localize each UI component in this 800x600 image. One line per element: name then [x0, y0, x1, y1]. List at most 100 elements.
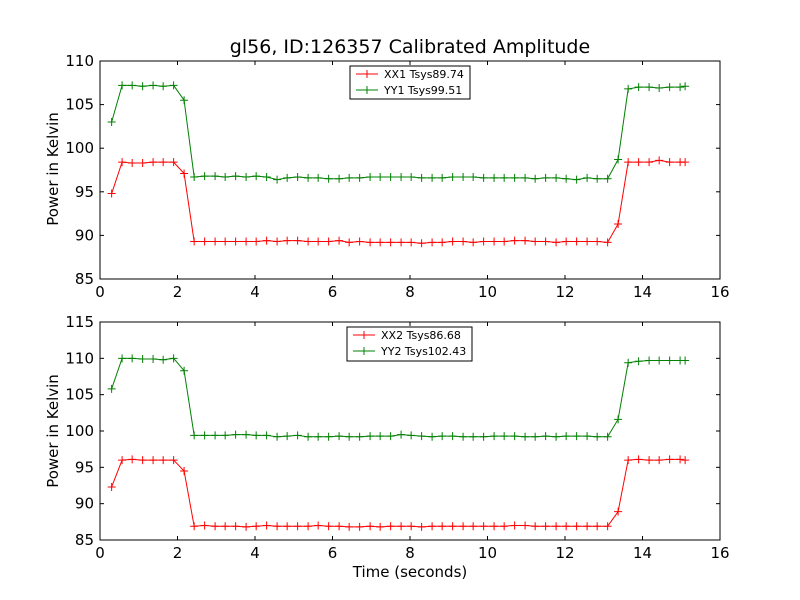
- top-series-1-point: [510, 173, 519, 182]
- top-series-0-point: [397, 238, 406, 247]
- bottom-series-1-point: [200, 431, 209, 440]
- bottom-series-1-point: [407, 431, 416, 440]
- bottom-legend-box: [346, 326, 473, 362]
- bottom-series-1-point: [138, 355, 147, 364]
- top-series-0-point: [521, 236, 530, 245]
- top-series-1-point: [304, 173, 313, 182]
- bottom-series-0-point: [324, 522, 333, 531]
- top-series-0-point: [469, 238, 478, 247]
- top-series-1-point: [614, 155, 623, 164]
- bottom-y-tick-label: 110: [65, 349, 94, 367]
- bottom-series-1-point: [428, 432, 437, 441]
- bottom-series-1-point: [583, 432, 592, 441]
- top-series-0-point: [645, 158, 654, 167]
- top-series-1-point: [128, 81, 137, 90]
- top-series-1-point: [335, 174, 344, 183]
- bottom-series-0-point: [335, 522, 344, 531]
- top-legend-label-1: YY1 Tsys99.51: [383, 84, 462, 97]
- bottom-series-1-point: [283, 432, 292, 441]
- top-series-1-point: [190, 172, 199, 181]
- bottom-series-1-point: [355, 432, 364, 441]
- bottom-series-1-point: [273, 432, 282, 441]
- top-series-0-point: [107, 189, 116, 198]
- top-series-0-point: [262, 236, 271, 245]
- top-series-0-point: [118, 158, 127, 167]
- top-series-0-point: [479, 237, 488, 246]
- bottom-series-0-point: [376, 522, 385, 531]
- bottom-series-0-point: [273, 522, 282, 531]
- bottom-series-0-point: [149, 456, 158, 465]
- top-x-tick-label: 12: [555, 283, 574, 301]
- bottom-series-1-point: [231, 430, 240, 439]
- bottom-series-1-point: [531, 432, 540, 441]
- bottom-series-0-point: [190, 522, 199, 531]
- top-series-0-point: [345, 238, 354, 247]
- top-series-0-point: [283, 236, 292, 245]
- top-series-0-point: [552, 238, 561, 247]
- bottom-series-0-point: [624, 456, 633, 465]
- top-series-0-point: [366, 238, 375, 247]
- top-series-1-point: [676, 83, 685, 92]
- top-chart-panel: gl56, ID:126357 Calibrated Amplitude Pow…: [44, 36, 730, 301]
- bottom-series-1-point: [521, 432, 530, 441]
- bottom-series-0-point: [366, 522, 375, 531]
- top-series-1-point: [407, 172, 416, 181]
- bottom-x-tick-label: 0: [95, 544, 105, 562]
- bottom-x-tick-label: 2: [173, 544, 183, 562]
- bottom-series-0-point: [572, 522, 581, 531]
- bottom-series-0-point: [521, 521, 530, 530]
- top-series-1-point: [293, 172, 302, 181]
- bottom-series-0-point: [655, 456, 664, 465]
- bottom-series-0-point: [128, 455, 137, 464]
- bottom-series-1-point: [500, 432, 509, 441]
- top-series-1-point: [262, 172, 271, 181]
- bottom-series-1-point: [211, 431, 220, 440]
- top-series-1-point: [572, 175, 581, 184]
- top-y-tick-label: 105: [65, 96, 94, 114]
- bottom-x-tick-label: 8: [405, 544, 415, 562]
- bottom-series-1-point: [221, 431, 230, 440]
- top-series-0-point: [190, 237, 199, 246]
- top-series-1-point: [531, 174, 540, 183]
- bottom-series-0-point: [304, 522, 313, 531]
- bottom-legend: XX2 Tsys86.68 YY2 Tsys102.43: [346, 326, 473, 362]
- top-series-0-point: [438, 238, 447, 247]
- top-series-0-point: [149, 158, 158, 167]
- top-legend-marker-1: [363, 86, 371, 94]
- bottom-series-0-point: [345, 522, 354, 531]
- top-series-0-point: [614, 220, 623, 229]
- top-series-0-point: [231, 237, 240, 246]
- bottom-series-1-point: [510, 432, 519, 441]
- top-series-1-point: [200, 172, 209, 181]
- bottom-x-tick-label: 14: [633, 544, 652, 562]
- bottom-series-0-point: [603, 522, 612, 531]
- top-series-1-point: [448, 172, 457, 181]
- top-series-1-point: [324, 174, 333, 183]
- top-series-1-point: [231, 172, 240, 181]
- bottom-series-1-point: [376, 432, 385, 441]
- bottom-series-0-point: [138, 456, 147, 465]
- top-series-1-point: [681, 82, 690, 91]
- top-series-0-point: [324, 237, 333, 246]
- bottom-series-0-point: [438, 522, 447, 531]
- top-series-0-point: [490, 237, 499, 246]
- top-series-1-point: [221, 172, 230, 181]
- bottom-series-0-point: [645, 456, 654, 465]
- top-series-0-point: [252, 237, 261, 246]
- bottom-series-1-point: [107, 384, 116, 393]
- top-series-1-point: [634, 83, 643, 92]
- bottom-series-1-point: [324, 432, 333, 441]
- bottom-series-0-point: [211, 522, 220, 531]
- bottom-y-tick-label: 105: [65, 386, 94, 404]
- top-series-1-point: [459, 172, 468, 181]
- top-series-0-point: [386, 238, 395, 247]
- bottom-x-tick-label: 16: [710, 544, 729, 562]
- top-series-0-point: [655, 156, 664, 165]
- bottom-series-1-point: [490, 432, 499, 441]
- top-series-0-point: [500, 237, 509, 246]
- top-series-0-point: [376, 238, 385, 247]
- top-x-tick-label: 14: [633, 283, 652, 301]
- bottom-series-1-point: [417, 432, 426, 441]
- top-series-0-point: [304, 237, 313, 246]
- top-series-1-point: [211, 172, 220, 181]
